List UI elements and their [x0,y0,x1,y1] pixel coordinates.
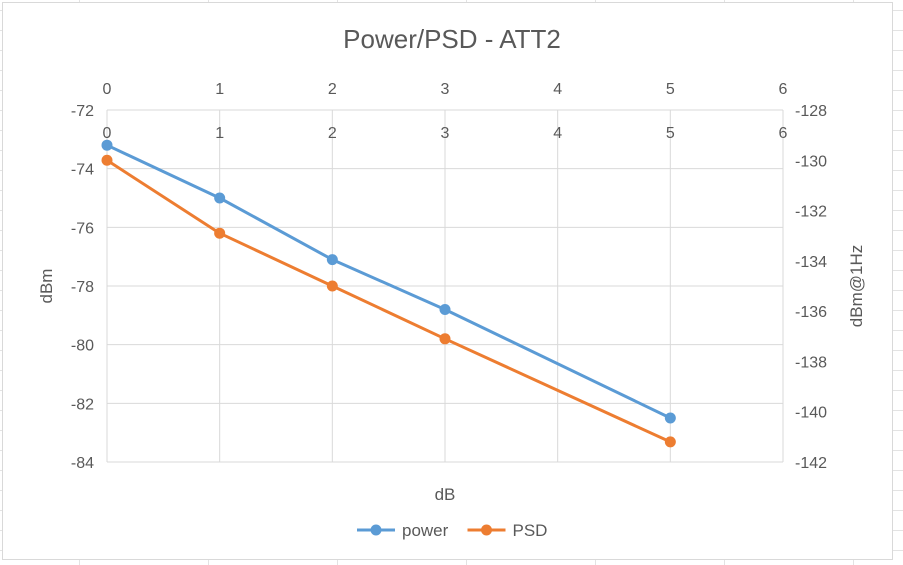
data-point-power [214,192,226,204]
y-tick-label-left: -78 [71,279,94,296]
y-tick-label-right: -132 [795,204,827,221]
x-tick-label-inner: 2 [328,125,337,142]
y-tick-label-left: -74 [71,162,94,179]
y-tick-label-left: -80 [71,338,94,355]
y-tick-label-right: -138 [795,354,827,371]
x-tick-label-inner: 3 [441,125,450,142]
legend-marker-psd [481,524,492,536]
x-tick-label-top: 3 [441,81,450,98]
y-axis-label-right: dBm@1Hz [847,245,866,327]
series-line-power [106,143,671,420]
legend-label-power: power [402,521,449,540]
x-tick-label-inner: 4 [553,125,562,142]
series-line-psd [106,159,671,444]
y-axis-label-left: dBm [37,269,56,304]
x-axis-label: dB [435,485,456,504]
data-point-psd [326,280,338,292]
legend-marker-power [370,524,382,536]
data-point-psd [664,436,676,448]
data-point-power [101,139,113,151]
y-tick-label-left: -76 [71,220,94,237]
data-point-psd [214,227,226,239]
data-point-psd [439,333,451,345]
x-tick-label-top: 2 [328,81,337,98]
data-point-psd [101,154,113,166]
tick-labels: 0 1 2 3 4 5 6 0 1 2 3 4 5 6 -72 -74 -76 -78 -80 -82 -84 -128 -… [71,81,827,472]
y-tick-label-right: -142 [795,455,827,472]
y-tick-label-left: -72 [71,103,94,120]
legend-label-psd: PSD [513,521,548,540]
y-tick-label-right: -130 [795,153,827,170]
x-tick-label-top: 5 [666,81,675,98]
x-tick-label-top: 0 [103,81,112,98]
y-tick-label-right: -140 [795,405,827,422]
data-point-power [439,303,451,315]
x-tick-label-inner: 0 [103,125,112,142]
x-tick-label-inner: 5 [666,125,675,142]
chart-title: Power/PSD - ATT2 [343,24,561,54]
x-tick-label-inner: 6 [779,125,788,142]
y-tick-label-right: -134 [795,254,827,271]
data-point-power [664,412,676,424]
x-tick-label-inner: 1 [215,125,224,142]
data-point-power [326,254,338,266]
x-tick-label-top: 1 [215,81,224,98]
y-tick-label-left: -84 [71,455,94,472]
series-layer [101,139,676,448]
legend: power PSD [357,521,547,540]
y-tick-label-right: -128 [795,103,827,120]
y-tick-label-right: -136 [795,304,827,321]
x-tick-label-top: 4 [553,81,562,98]
chart-area[interactable] [2,2,893,560]
x-tick-label-top: 6 [779,81,788,98]
gridlines [106,109,784,463]
y-tick-label-left: -82 [71,396,94,413]
